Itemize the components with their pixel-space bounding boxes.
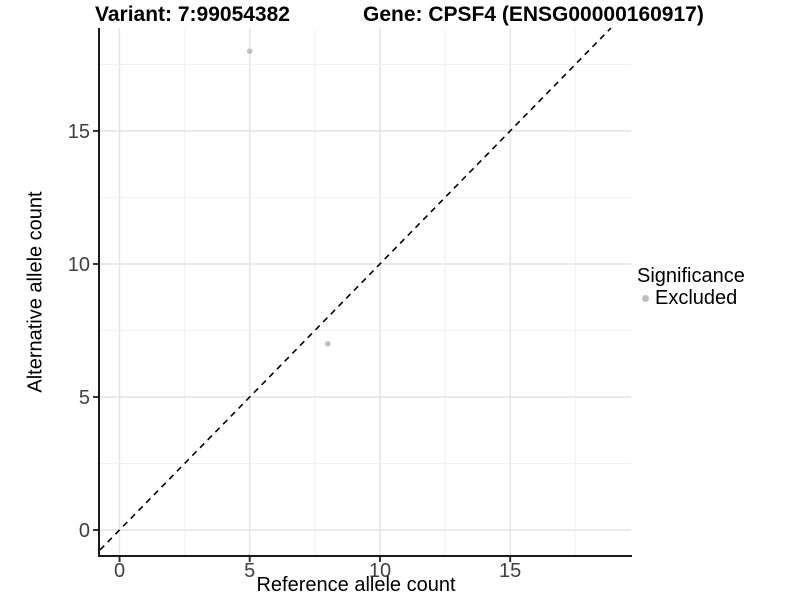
x-tick-label: 0 [114,560,125,582]
x-tick-label: 5 [244,560,255,582]
y-tick-label: 15 [68,121,90,143]
identity-dashed-line [99,27,612,551]
x-tick-label: 15 [499,560,521,582]
excluded-point-icon [642,295,649,302]
legend-label: Excluded [655,287,738,309]
y-tick-label: 5 [79,387,90,409]
gene-title: Gene: CPSF4 (ENSG00000160917) [363,3,704,26]
x-axis-title: Reference allele count [256,574,456,596]
variant-title: Variant: 7:99054382 [95,3,290,26]
y-tick-label: 0 [79,520,90,542]
legend: Significance Excluded [637,266,745,309]
legend-item-excluded: Excluded [637,288,745,309]
y-tick-label: 10 [68,254,90,276]
data-point [246,48,253,54]
data-point [325,340,331,347]
legend-title: Significance [637,265,745,287]
x-tick-label: 10 [369,560,391,582]
